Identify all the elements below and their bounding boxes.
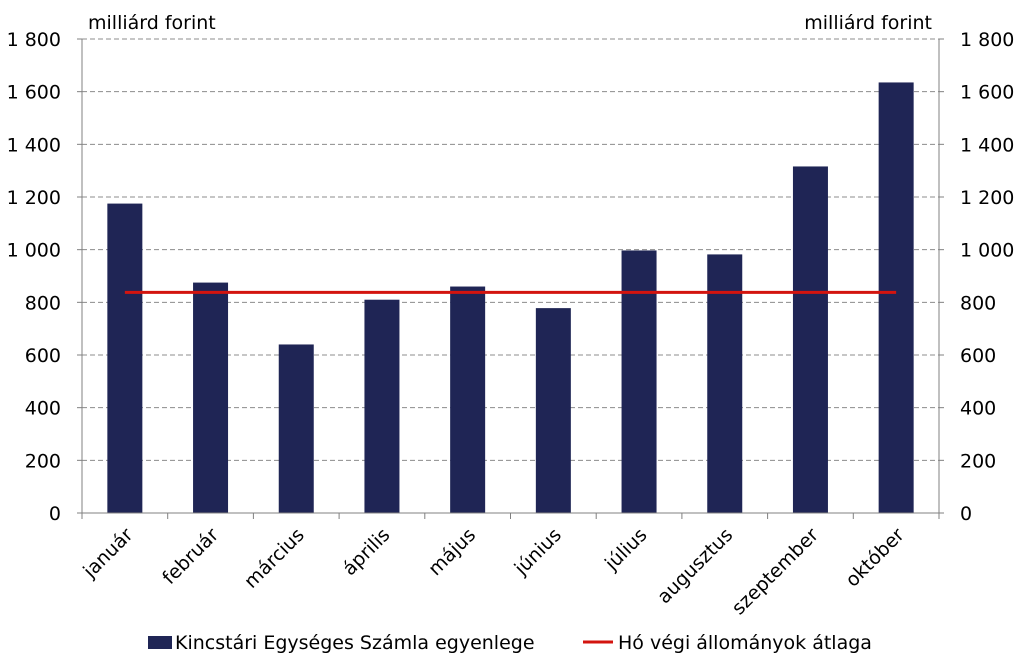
bar (792, 166, 828, 513)
x-tick-label: március (240, 524, 309, 593)
y-tick-label-right: 200 (960, 450, 996, 472)
y-axis-right-ticks: 0 200 400 600 800 1 000 1 200 1 400 1 600 1 800 (939, 29, 1014, 525)
y-tick-label-left: 1 000 (7, 240, 61, 262)
y-tick-label-left: 1 800 (7, 29, 61, 51)
y-tick-label-left: 800 (25, 292, 61, 314)
y-tick-label-right: 600 (960, 345, 996, 367)
x-tick-label: április (338, 524, 394, 580)
y-tick-label-right: 1 600 (960, 82, 1014, 104)
x-tick-label: augusztus (653, 524, 737, 608)
y-tick-label-left: 600 (25, 345, 61, 367)
y-tick-label-right: 1 000 (960, 240, 1014, 262)
x-tick-label: február (158, 524, 223, 589)
y-axis-left-unit: milliárd forint (88, 12, 216, 34)
bar (193, 282, 229, 513)
y-tick-label-left: 400 (25, 398, 61, 420)
bar (878, 82, 914, 513)
legend-swatch-bar (148, 636, 172, 649)
bar (707, 254, 743, 513)
y-tick-label-left: 0 (49, 503, 61, 525)
x-tick-label: május (424, 524, 480, 580)
y-tick-label-left: 1 600 (7, 82, 61, 104)
x-tick-label: szeptember (728, 524, 823, 619)
bar (107, 203, 143, 514)
y-tick-label-right: 1 800 (960, 29, 1014, 51)
bar-series (107, 82, 914, 514)
y-tick-label-right: 1 400 (960, 134, 1014, 156)
x-tick-label: június (510, 524, 566, 580)
y-tick-label-left: 1 400 (7, 134, 61, 156)
bar (364, 299, 400, 513)
legend-label-line: Hó végi állományok átlaga (618, 632, 872, 654)
x-tick-label: október (841, 524, 908, 591)
y-tick-label-right: 400 (960, 398, 996, 420)
bar (621, 250, 657, 513)
y-tick-label-left: 1 200 (7, 187, 61, 209)
y-tick-label-left: 200 (25, 450, 61, 472)
bar (535, 308, 571, 513)
y-tick-label-right: 0 (960, 503, 972, 525)
x-axis-category-labels: január február március április május június jú… (78, 524, 908, 619)
axes (81, 39, 940, 519)
legend-label-bar: Kincstári Egységes Számla egyenlege (175, 632, 535, 654)
bar (450, 286, 486, 513)
x-tick-label: január (78, 524, 137, 583)
y-axis-right-unit: milliárd forint (804, 12, 932, 34)
y-tick-label-right: 800 (960, 292, 996, 314)
bar (278, 344, 314, 513)
x-tick-label: július (600, 524, 651, 575)
legend: Kincstári Egységes Számla egyenlege Hó v… (148, 632, 872, 654)
y-axis-left-ticks: 0 200 400 600 800 1 000 1 200 1 400 1 600 1 800 (7, 29, 82, 525)
y-tick-label-right: 1 200 (960, 187, 1014, 209)
